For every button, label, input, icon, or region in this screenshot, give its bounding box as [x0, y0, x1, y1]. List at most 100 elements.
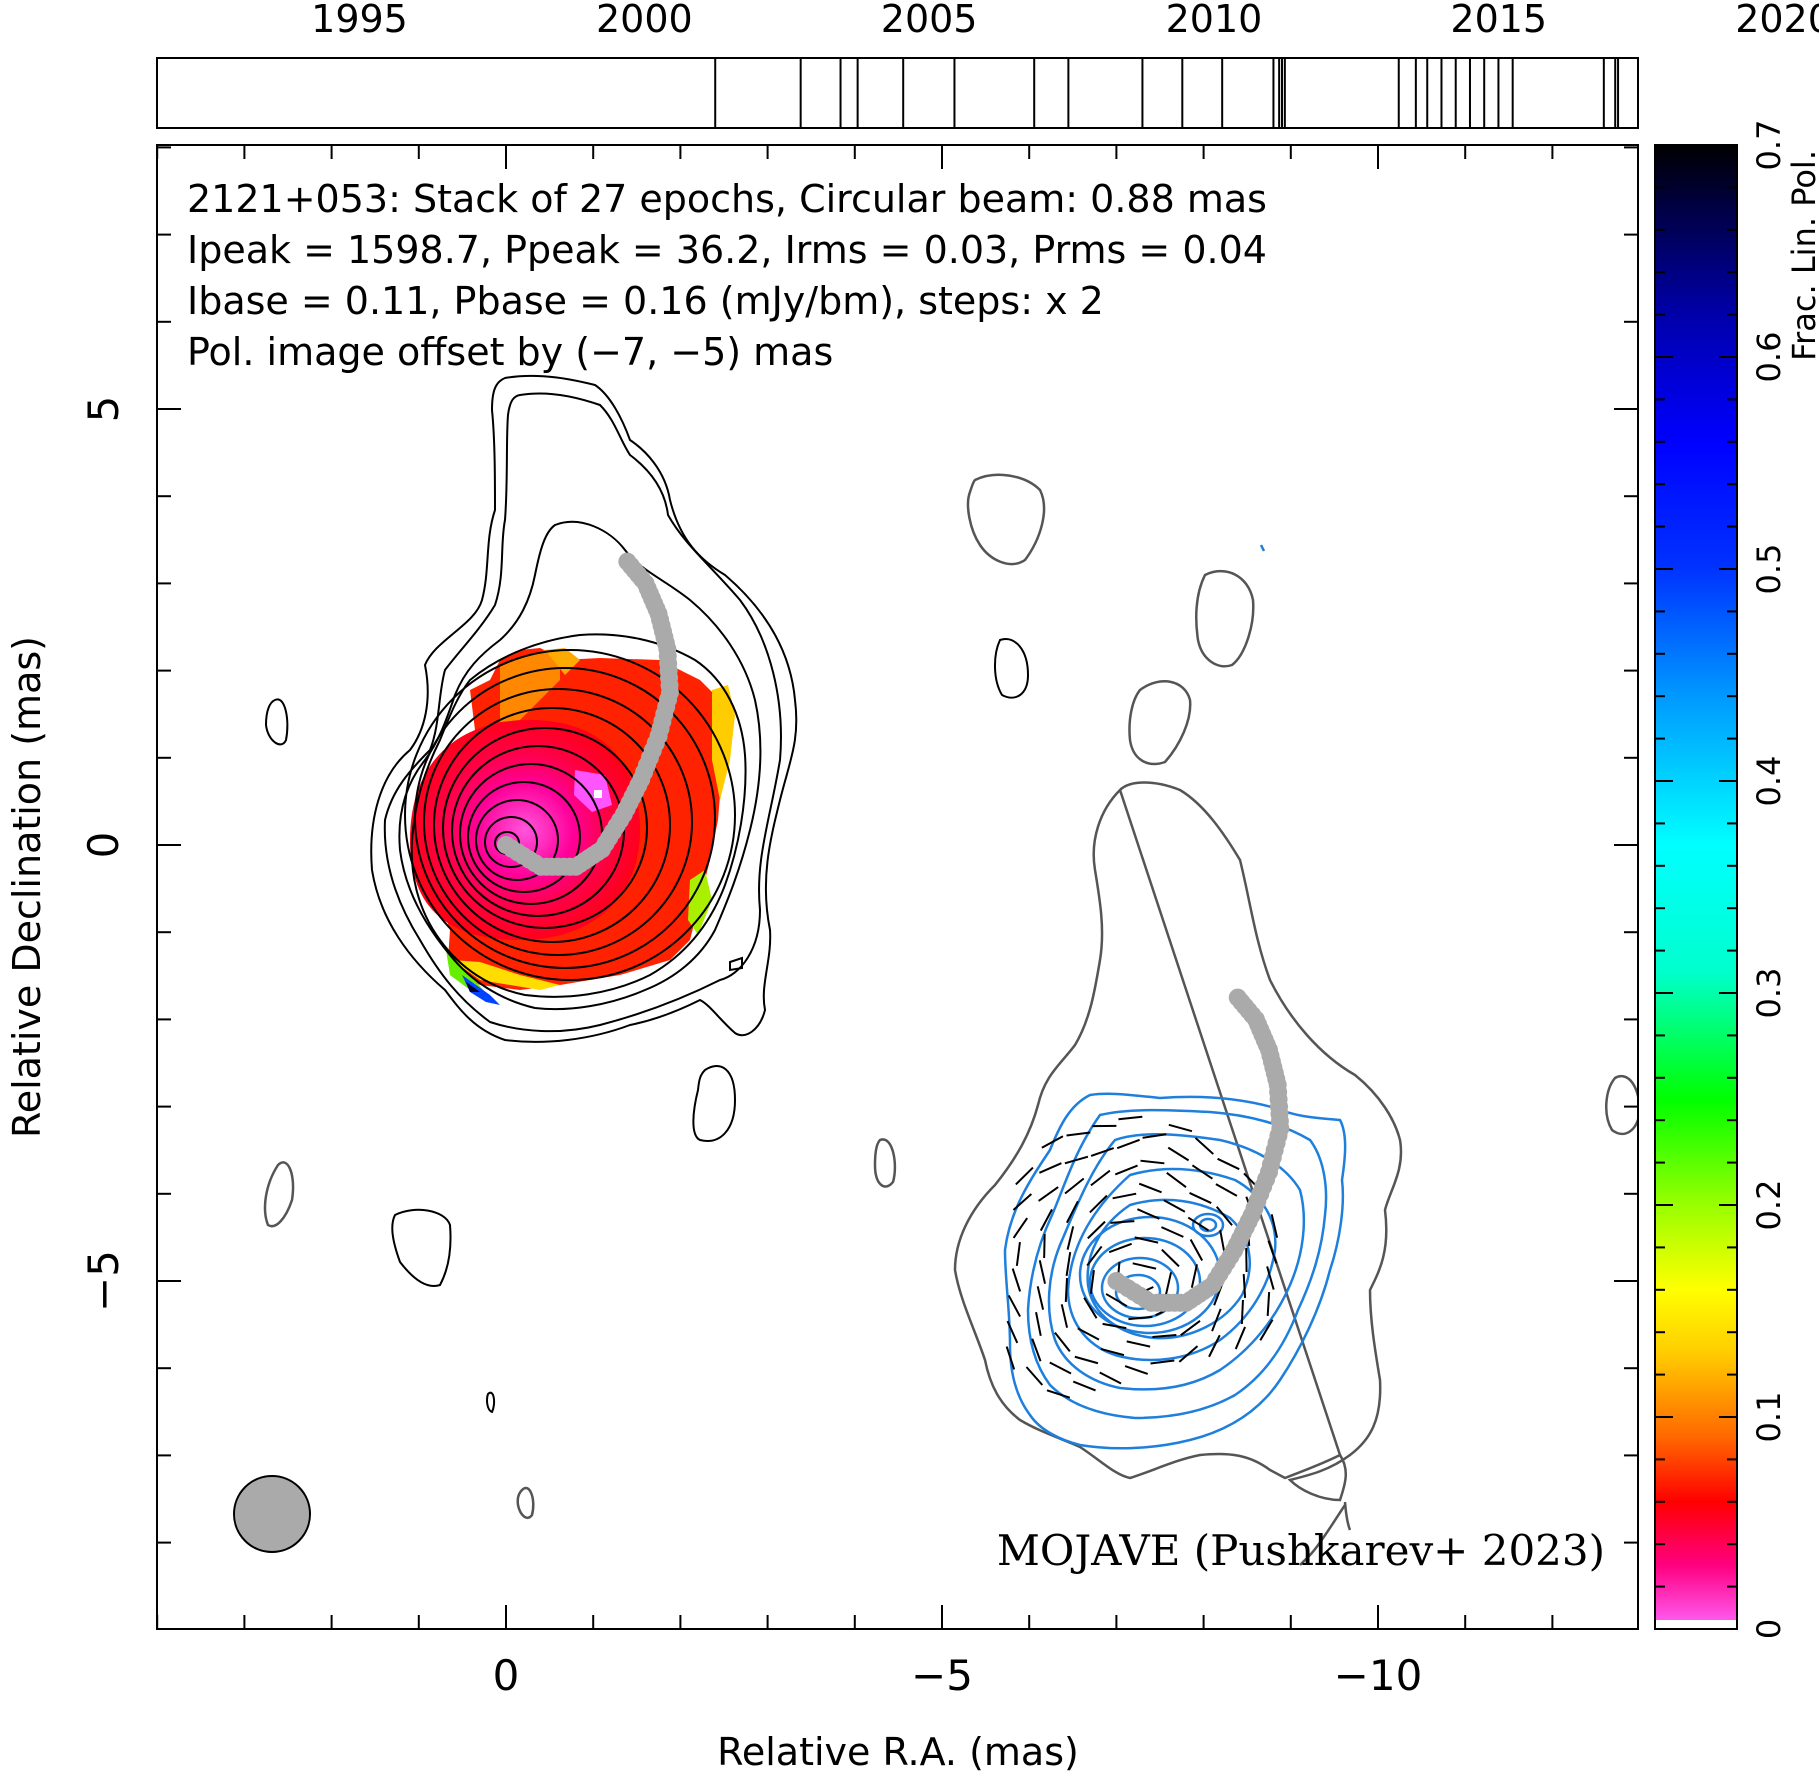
evpa-tick: [1065, 1200, 1079, 1224]
evpa-tick: [1132, 1262, 1157, 1270]
stokes-i-island-5: [486, 1391, 496, 1414]
beam-ellipse: [233, 1475, 311, 1553]
evpa-tick: [1190, 1264, 1198, 1288]
evpa-tick: [1180, 1320, 1201, 1336]
polarization-map: 0 −5 −10 5 0 −5 Relative R.A. (mas) Relative…: [5, 144, 1639, 1774]
offset-island-9: [1343, 1501, 1352, 1531]
evpa-tick: [1164, 1272, 1173, 1296]
frac-pol-dark-edge: [466, 982, 480, 992]
offset-island-2: [1195, 569, 1255, 668]
evpa-tick: [1064, 1177, 1085, 1195]
stokes-i-contour-5: [404, 649, 736, 981]
evpa-tick: [1124, 1365, 1149, 1375]
pol-contour-10: [1191, 1212, 1225, 1238]
evpa-tick: [1005, 1346, 1016, 1370]
colorbar-ticks: [1655, 144, 1737, 1630]
evpa-tick: [1266, 1291, 1271, 1317]
ridge-line-offset: [1107, 988, 1290, 1312]
y-tick-label: 0: [79, 832, 128, 859]
frac-pol-blue-edge: [462, 975, 500, 1005]
plot-frame: [156, 144, 1639, 1630]
evpa-tick: [1152, 1334, 1177, 1338]
evpa-tick: [1259, 1319, 1274, 1341]
stokes-i-island-3: [391, 1208, 452, 1287]
evpa-tick: [1108, 1242, 1132, 1254]
evpa-tick: [1136, 1208, 1160, 1220]
pol-contour-9: [1114, 1273, 1162, 1311]
colorbar-white-base: [1655, 1620, 1737, 1629]
stokes-i-contour-3: [398, 520, 762, 1011]
evpa-tick: [1038, 1186, 1059, 1202]
colorbar: 0 0.1 0.2 0.3 0.4 0.5 0.6 0.7 Frac. Lin. Pol.: [1654, 120, 1819, 1640]
evpa-tick: [1167, 1146, 1190, 1162]
evpa-tick: [1090, 1147, 1115, 1157]
stokes-i-contour-12: [467, 781, 581, 893]
evpa-tick: [1011, 1268, 1022, 1292]
evpa-tick: [1161, 1248, 1180, 1268]
pol-contour-4: [1066, 1167, 1277, 1362]
evpa-tick: [1140, 1159, 1165, 1165]
frac-pol-yellow-rim: [712, 685, 735, 800]
evpa-tick: [1054, 1331, 1071, 1353]
y-tick-label: 5: [79, 396, 128, 423]
stokes-i-island-4: [994, 638, 1030, 699]
evpa-tick: [1189, 1238, 1204, 1262]
evpa-tick: [1090, 1169, 1111, 1187]
evpa-tick: [1105, 1293, 1128, 1307]
y-axis-tick-labels: 5 0 −5: [79, 396, 128, 1312]
evpa-tick: [1089, 1194, 1108, 1214]
ridge-point: [618, 552, 637, 571]
evpa-tick: [1266, 1266, 1275, 1290]
stokes-i-contour-4: [410, 633, 747, 998]
colorbar-label: Frac. Lin. Pol.: [1785, 150, 1819, 361]
colorbar-tick-label: 0.7: [1750, 120, 1788, 171]
x-tick-label: 0: [493, 1651, 520, 1700]
evpa-tick: [1102, 1322, 1127, 1330]
colorbar-tick-labels: 0 0.1 0.2 0.3 0.4 0.5 0.6 0.7: [1750, 120, 1788, 1640]
evpa-tick: [1270, 1214, 1279, 1238]
evpa-tick: [1043, 1233, 1046, 1259]
evpa-tick: [1240, 1299, 1244, 1325]
colorbar-tick-label: 0.1: [1750, 1392, 1788, 1443]
evpa-tick: [1072, 1380, 1096, 1392]
evpa-tick: [1217, 1157, 1240, 1171]
header-line-3: Ibase = 0.11, Pbase = 0.16 (mJy/bm), ste…: [187, 279, 1104, 323]
evpa-tick: [1064, 1277, 1069, 1303]
pol-contour-stub: [1259, 544, 1266, 552]
pol-offset-note: Pol. image offset by (−7, −5) mas: [187, 330, 833, 374]
offset-island-3: [1128, 680, 1192, 766]
header-line-1: 2121+053: Stack of 27 epochs, Circular b…: [187, 177, 1267, 221]
evpa-tick: [1128, 1315, 1153, 1321]
colorbar-tick-label: 0: [1750, 1619, 1788, 1639]
y-axis-label: Relative Declination (mas): [5, 636, 49, 1138]
evpa-tick: [1074, 1355, 1099, 1365]
stokes-i-contour-2: [383, 392, 782, 1033]
colorbar-fill: [1655, 145, 1737, 1629]
evpa-tick: [1161, 1226, 1184, 1238]
x-axis-tick-labels: 0 −5 −10: [493, 1651, 1423, 1700]
ridge-point: [1228, 988, 1247, 1007]
pol-contour-7: [1088, 1236, 1202, 1328]
evpa-tick: [1189, 1192, 1212, 1204]
evpa-tick: [1036, 1286, 1045, 1310]
colorbar-tick-label: 0.4: [1750, 756, 1788, 807]
evpa-tick: [1046, 1389, 1071, 1399]
x-tick-label: −10: [1334, 1651, 1423, 1700]
x-tick-label: −5: [911, 1651, 973, 1700]
offset-stokes-i-contours: [263, 473, 1638, 1566]
colorbar-tick-label: 0.6: [1750, 332, 1788, 383]
colorbar-tick-label: 0.3: [1750, 968, 1788, 1019]
frac-pol-white-pixel: [594, 790, 602, 798]
evpa-tick: [1178, 1345, 1199, 1363]
evpa-tick: [1015, 1166, 1034, 1186]
evpa-tick: [1006, 1320, 1019, 1344]
evpa-tick: [1087, 1220, 1106, 1240]
evpa-tick: [1064, 1155, 1089, 1165]
evpa-tick: [1118, 1115, 1143, 1121]
stokes-i-contour-7: [423, 688, 693, 956]
x-axis-label: Relative R.A. (mas): [717, 1730, 1079, 1774]
evpa-tick: [1114, 1164, 1138, 1176]
timeline-year: 2000: [596, 0, 693, 41]
header-line-2: Ipeak = 1598.7, Ppeak = 36.2, Irms = 0.0…: [187, 228, 1267, 272]
